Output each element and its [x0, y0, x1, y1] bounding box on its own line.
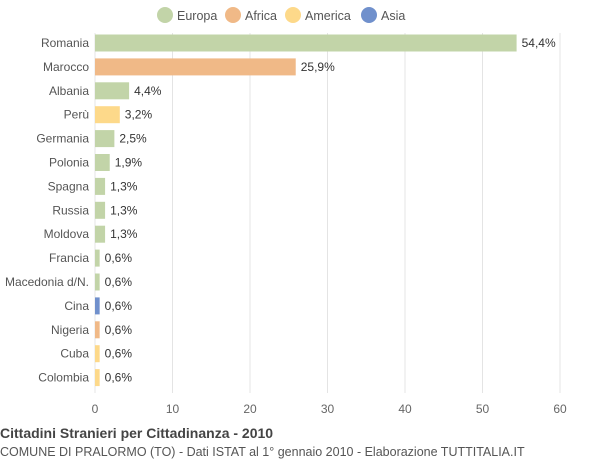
category-label: Cina [64, 299, 89, 313]
value-label: 3,2% [125, 108, 153, 122]
legend-marker [225, 7, 241, 23]
x-tick-labels: 0 10 20 30 40 50 60 [92, 402, 567, 416]
bar [95, 177, 106, 195]
bar [95, 369, 100, 387]
category-label: Romania [41, 36, 89, 50]
value-label: 0,6% [105, 323, 133, 337]
x-tick-label: 50 [476, 402, 490, 416]
value-label: 25,9% [301, 60, 335, 74]
bar [95, 58, 296, 76]
value-label: 0,6% [105, 275, 133, 289]
category-label: Cuba [60, 347, 89, 361]
value-label: 0,6% [105, 299, 133, 313]
bar [95, 249, 100, 267]
bar [95, 34, 517, 52]
bar [95, 130, 115, 148]
x-tick-label: 0 [92, 402, 99, 416]
legend-label: Asia [381, 9, 405, 23]
bar [95, 273, 100, 291]
value-labels: 54,4% 25,9% 4,4% 3,2% 2,5% 1,9% 1,3% 1,3% 1,3% 0,… [105, 36, 556, 385]
x-tick-label: 60 [553, 402, 567, 416]
category-labels: Romania Marocco Albania Perù Germania Polonia… [5, 36, 89, 385]
category-label: Germania [36, 132, 89, 146]
bar [95, 225, 106, 243]
bar [95, 297, 100, 315]
legend-label: America [305, 9, 351, 23]
category-label: Moldova [44, 227, 90, 241]
category-label: Marocco [43, 60, 89, 74]
category-label: Perù [64, 108, 89, 122]
category-label: Polonia [49, 156, 89, 170]
bar [95, 345, 100, 363]
value-label: 1,9% [115, 156, 143, 170]
category-label: Spagna [48, 179, 90, 193]
value-label: 0,6% [105, 347, 133, 361]
legend-marker [157, 7, 173, 23]
bar-chart: Romania Marocco Albania Perù Germania Polonia… [5, 7, 567, 416]
bar [95, 321, 100, 339]
bar [95, 106, 120, 124]
value-label: 1,3% [110, 227, 138, 241]
value-label: 1,3% [110, 179, 138, 193]
value-label: 0,6% [105, 371, 133, 385]
category-label: Macedonia d/N. [5, 275, 89, 289]
grid-lines [94, 33, 561, 393]
legend: Europa Africa America Asia [157, 7, 405, 23]
legend-marker [361, 7, 377, 23]
x-tick-label: 40 [398, 402, 412, 416]
value-label: 2,5% [119, 132, 147, 146]
bars [95, 34, 517, 387]
value-label: 0,6% [105, 251, 133, 265]
value-label: 54,4% [522, 36, 556, 50]
category-label: Russia [52, 203, 89, 217]
bar [95, 201, 106, 219]
category-label: Nigeria [51, 323, 89, 337]
x-tick-label: 20 [243, 402, 257, 416]
bar [95, 154, 110, 171]
chart-title: Cittadini Stranieri per Cittadinanza - 2… [0, 425, 274, 441]
value-label: 1,3% [110, 203, 138, 217]
chart-subtitle: COMUNE DI PRALORMO (TO) - Dati ISTAT al … [0, 445, 525, 459]
value-label: 4,4% [134, 84, 162, 98]
legend-label: Africa [245, 9, 277, 23]
legend-marker [285, 7, 301, 23]
x-tick-label: 10 [166, 402, 180, 416]
x-tick-label: 30 [321, 402, 335, 416]
category-label: Colombia [38, 371, 89, 385]
category-label: Albania [49, 84, 89, 98]
category-label: Francia [49, 251, 89, 265]
bar [95, 82, 130, 100]
legend-label: Europa [177, 9, 217, 23]
